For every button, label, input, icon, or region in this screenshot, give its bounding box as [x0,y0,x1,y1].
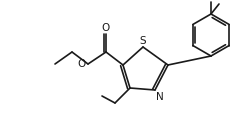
Text: N: N [156,92,164,102]
Text: S: S [140,36,146,46]
Text: O: O [102,23,110,33]
Text: O: O [78,59,86,69]
